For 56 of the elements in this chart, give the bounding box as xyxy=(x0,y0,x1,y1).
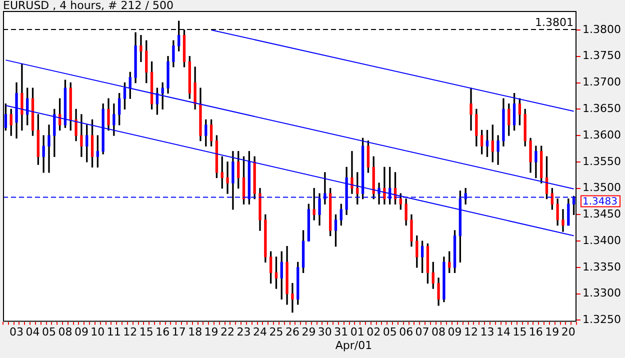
x-tick-label: 17 xyxy=(172,325,186,338)
candlestick xyxy=(291,282,294,313)
x-tick-label: 13 xyxy=(480,325,494,338)
x-tick-label: 04 xyxy=(26,325,40,338)
x-tick-label: 14 xyxy=(496,325,510,338)
x-tick-label: 05 xyxy=(42,325,56,338)
x-tick-label: 31 xyxy=(334,325,348,338)
x-tick-label: 12 xyxy=(123,325,138,338)
x-tick-label: 15 xyxy=(512,325,527,338)
y-tick-label: 1.3700 xyxy=(582,76,622,89)
x-tick-label: 26 xyxy=(285,325,300,338)
x-tick-label: 15 xyxy=(139,325,154,338)
x-tick-label: 08 xyxy=(432,325,446,338)
x-tick-label: 03 xyxy=(10,325,24,338)
candlestick xyxy=(350,151,354,194)
x-tick-label: 02 xyxy=(366,325,381,338)
candlestick xyxy=(48,124,50,173)
x-tick-label: 07 xyxy=(415,325,430,338)
y-tick-label: 1.3750 xyxy=(582,49,622,62)
x-tick-label: 09 xyxy=(448,325,462,338)
x-tick-label: 19 xyxy=(545,325,560,338)
y-tick-label: 1.3600 xyxy=(582,128,622,142)
x-tick-label: 20 xyxy=(561,325,576,338)
x-tick-label: 23 xyxy=(236,325,251,338)
x-tick-label: 30 xyxy=(318,325,332,338)
chart-title: EURUSD , 4 hours, # 212 / 500 xyxy=(3,0,174,12)
x-tick-label: 11 xyxy=(106,325,121,338)
y-tick-label: 1.3650 xyxy=(582,102,622,116)
x-tick-label: 12 xyxy=(464,325,478,338)
x-tick-label: 18 xyxy=(188,325,202,338)
candlestick xyxy=(226,162,229,194)
text: Apr/01 xyxy=(335,339,372,352)
x-tick-label: 06 xyxy=(399,325,414,338)
x-tick-label: 01 xyxy=(350,325,364,338)
y-tick-label: 1.3800 xyxy=(582,22,622,36)
x-tick-label: 05 xyxy=(382,325,397,338)
x-tick-label: 25 xyxy=(269,325,284,338)
y-tick-label: 1.3550 xyxy=(582,154,622,168)
y-tick-label: 1.3250 xyxy=(582,313,622,326)
candlestick xyxy=(140,34,142,62)
x-tick-label: 09 xyxy=(74,325,88,338)
y-tick-label: 1.3450 xyxy=(582,208,622,221)
y-tick-label: 1.3500 xyxy=(582,181,622,194)
y-tick-label: 1.3400 xyxy=(582,234,622,247)
x-tick-label: 16 xyxy=(528,325,543,338)
y-tick-label: 1.3300 xyxy=(582,286,622,300)
y-tick-label: 1.3350 xyxy=(582,260,622,274)
ref-line-label: 1.3483 xyxy=(582,196,618,208)
x-tick-label: 10 xyxy=(90,325,105,338)
x-tick-label: 08 xyxy=(58,325,72,338)
x-tick-label: 22 xyxy=(220,325,235,338)
x-tick-label: 19 xyxy=(204,325,218,338)
x-tick-label: 24 xyxy=(253,325,267,338)
ref-line-label: 1.3801 xyxy=(535,16,574,29)
x-tick-label: 16 xyxy=(156,325,170,338)
x-tick-label: 29 xyxy=(302,325,316,338)
